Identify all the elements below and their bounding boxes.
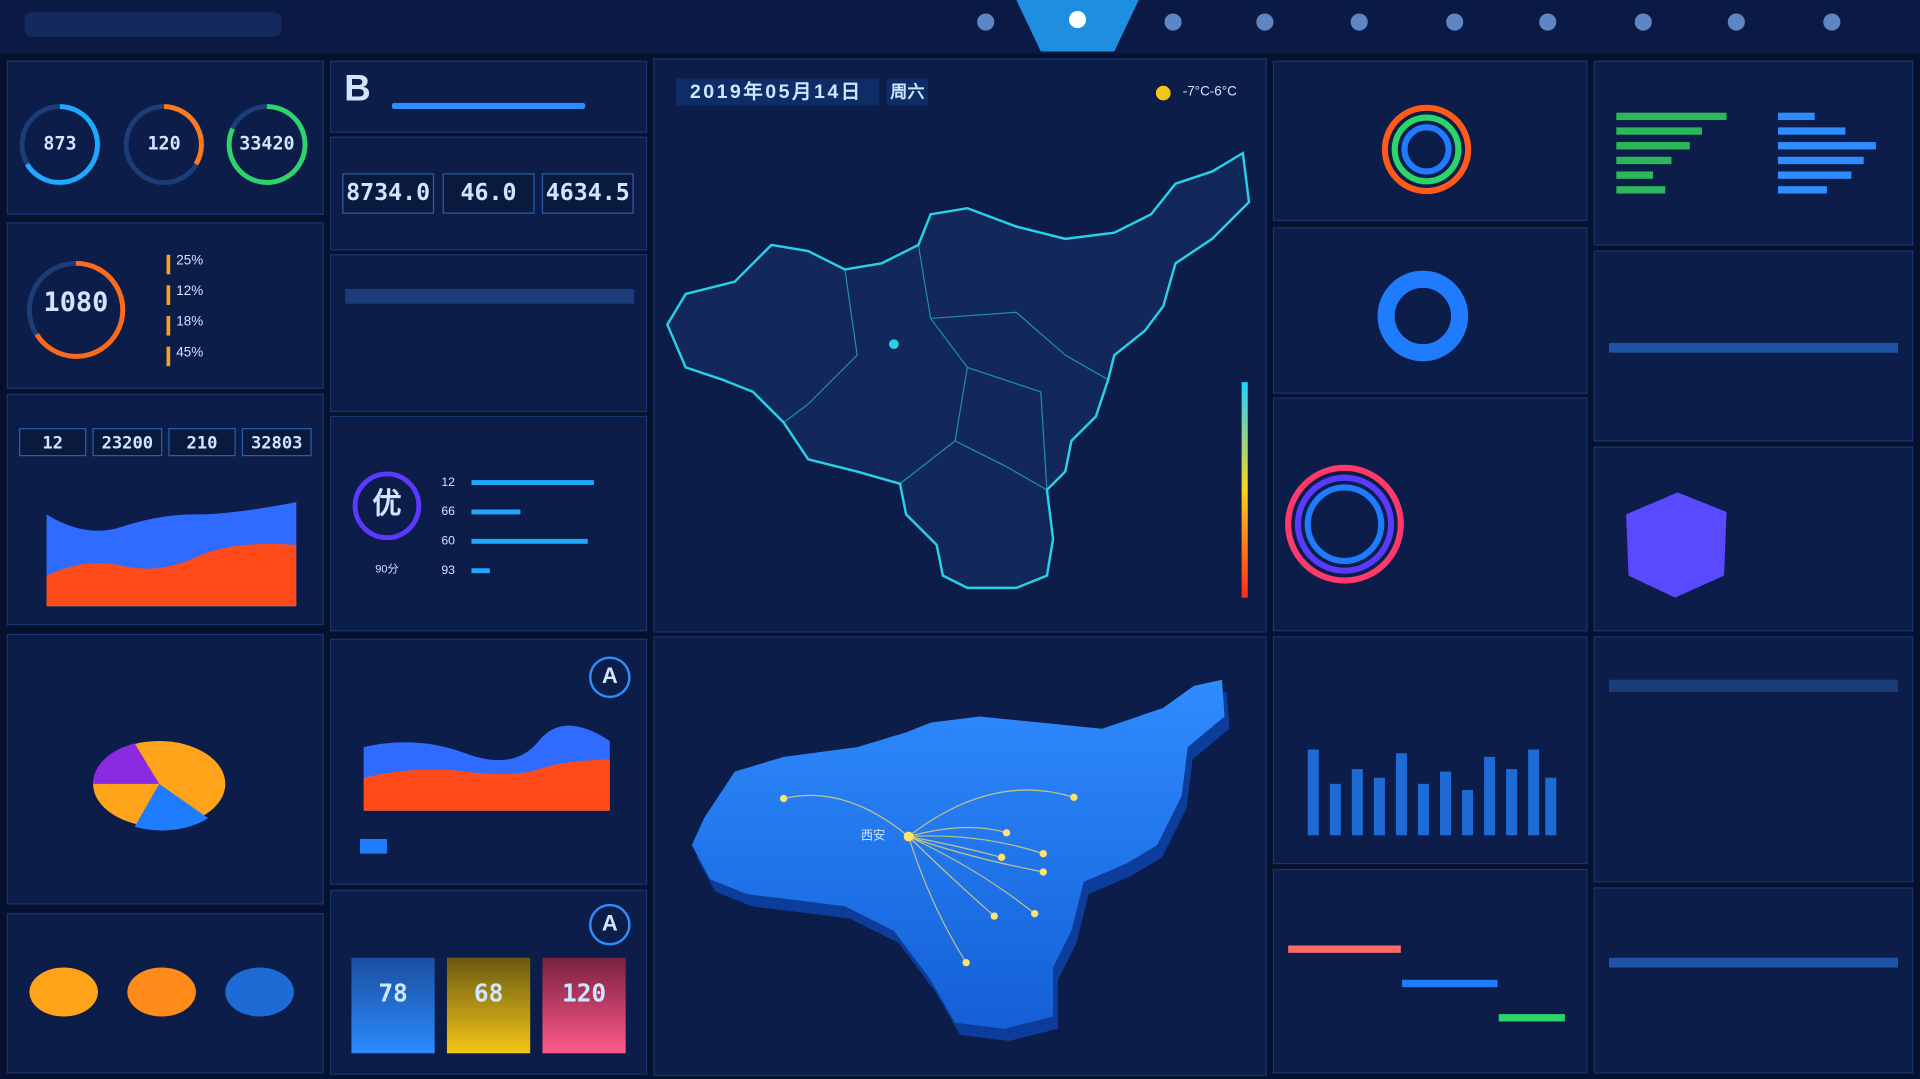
gauge-value: 873	[43, 134, 76, 155]
pie	[29, 967, 98, 1017]
radar	[1626, 492, 1727, 598]
city-label: 西安	[861, 828, 885, 843]
stat: 32803	[251, 433, 303, 453]
rating-bar-value: 93	[441, 563, 455, 577]
table-highlight	[1608, 342, 1898, 353]
bar-decor	[1307, 749, 1557, 836]
color-legend	[1241, 382, 1248, 598]
date-box	[675, 78, 880, 106]
pie	[127, 967, 196, 1017]
date: 2019年05月14日	[690, 80, 863, 103]
card-value: 120	[562, 978, 606, 1007]
rating-score: 90分	[375, 562, 398, 575]
rating-ring	[352, 471, 422, 541]
stat: 12	[42, 433, 63, 453]
nav-icons	[977, 11, 1841, 31]
logo	[24, 12, 282, 37]
range-bar	[1402, 979, 1498, 988]
card-value: 78	[378, 978, 407, 1007]
card-value: 68	[474, 978, 503, 1007]
share: 18%	[176, 314, 203, 329]
card	[446, 957, 531, 1054]
share-markers	[166, 254, 171, 367]
rating-bar-value: 60	[441, 534, 455, 548]
table-header	[345, 289, 635, 304]
energy-value: 1080	[43, 287, 108, 318]
range-bar	[1498, 1014, 1565, 1022]
range-bar	[1288, 945, 1401, 953]
district-borders	[783, 244, 1109, 491]
rating-bar-value: 12	[441, 475, 455, 489]
weather-icon	[1155, 85, 1171, 101]
share: 45%	[176, 344, 203, 359]
hbar-decor	[1616, 112, 1727, 194]
area-chart	[46, 543, 297, 607]
weather: -7°C-6°C	[1183, 83, 1237, 98]
grade-bar	[391, 102, 586, 110]
share: 25%	[176, 252, 203, 267]
stat: 23200	[102, 433, 154, 453]
stat-boxes	[18, 428, 312, 457]
stat: 210	[187, 433, 218, 453]
grade-letter: B	[344, 67, 371, 108]
flow-points	[780, 793, 1078, 967]
table-highlight	[1608, 957, 1898, 968]
equipment-grade: A	[602, 911, 618, 936]
table-header	[1608, 679, 1898, 692]
total: 8734.0	[346, 179, 430, 206]
map-3d	[691, 679, 1225, 1029]
rating-label: 优	[372, 488, 401, 521]
weekday: 周六	[890, 82, 924, 102]
share: 12%	[176, 283, 203, 298]
hbar-decor	[1777, 112, 1876, 194]
gauge-value: 33420	[239, 134, 294, 155]
pie-slice	[93, 743, 160, 784]
area-chart	[363, 759, 610, 811]
flow-lines	[783, 789, 1075, 963]
total: 4634.5	[546, 179, 630, 206]
rating-bars	[471, 480, 594, 574]
top-bar	[0, 0, 1920, 54]
rating-bar-value: 66	[441, 504, 455, 518]
gauge-value: 120	[147, 134, 180, 155]
pie	[225, 967, 294, 1017]
weekday-box	[886, 78, 929, 106]
card	[542, 957, 626, 1054]
pie-slice	[134, 783, 209, 831]
city-marker	[888, 339, 899, 350]
total: 46.0	[461, 179, 517, 206]
quality-grade: A	[602, 663, 618, 688]
total-boxes	[342, 173, 634, 214]
card	[351, 957, 435, 1054]
ring-charts	[1285, 104, 1472, 584]
grade-circle	[588, 903, 631, 946]
grade-circle	[588, 656, 631, 699]
slider[interactable]	[360, 838, 387, 854]
gauge-rings	[19, 104, 308, 359]
